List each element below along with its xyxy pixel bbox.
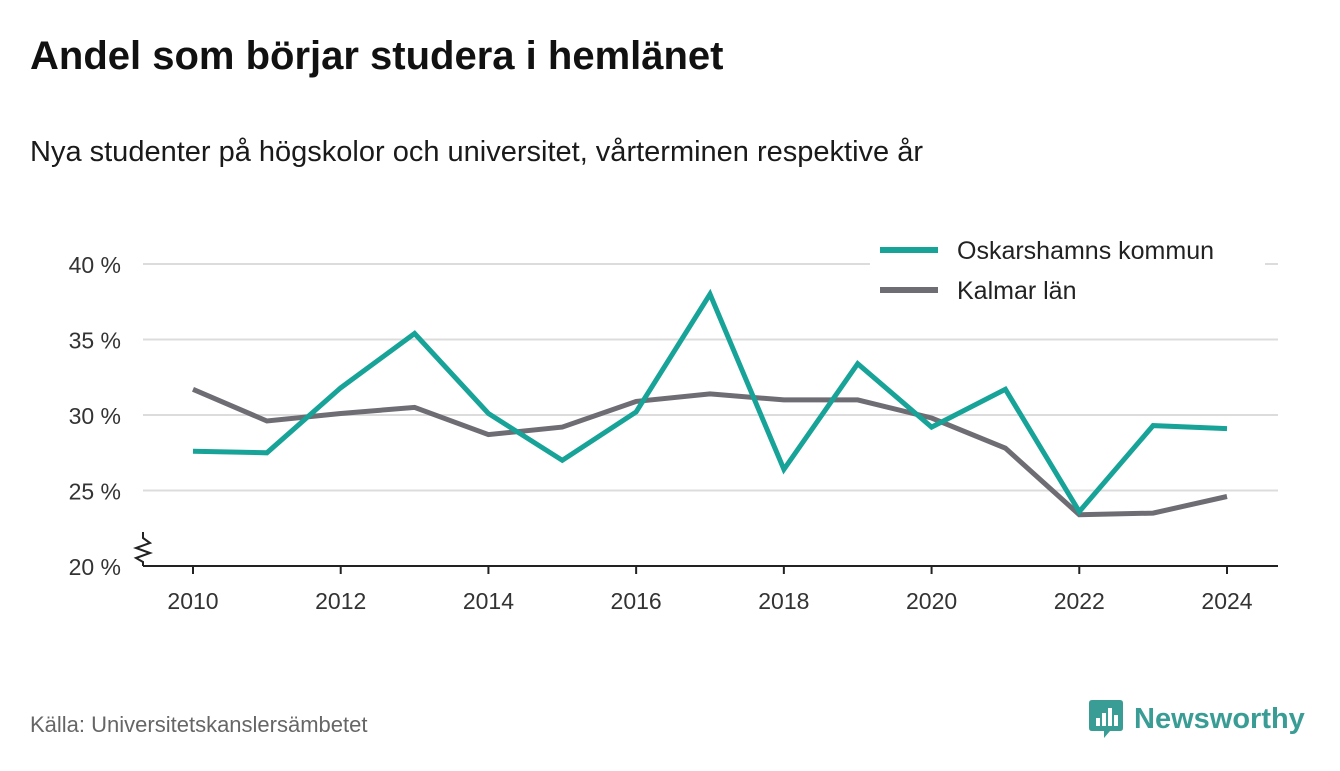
- series-line: [192, 288, 1228, 516]
- x-tick-label: 2010: [167, 588, 218, 614]
- series-line: [192, 387, 1228, 518]
- source-note: Källa: Universitetskanslersämbetet: [30, 712, 368, 737]
- y-tick-label: 40 %: [69, 252, 121, 278]
- line-chart: 20 %25 %30 %35 %40 % 2010 2012 2014 2016 201…: [68, 230, 1278, 614]
- x-tick-label: 2016: [611, 588, 662, 614]
- x-tick-label: 2022: [1054, 588, 1105, 614]
- x-tick-label: 2024: [1201, 588, 1252, 614]
- x-axis-ticks: 2010 2012 2014 2016 2018 2020 2022 2024: [167, 566, 1253, 614]
- legend-label: Oskarshamns kommun: [957, 237, 1214, 265]
- legend-background: [870, 230, 1265, 315]
- x-tick-label: 2014: [463, 588, 514, 614]
- brand-name: Newsworthy: [1134, 702, 1305, 735]
- x-tick-label: 2018: [758, 588, 809, 614]
- axis-break-icon: [133, 532, 153, 566]
- x-tick-label: 2012: [315, 588, 366, 614]
- x-axis: [133, 532, 1278, 567]
- chart-subtitle: Nya studenter på högskolor och universit…: [30, 136, 923, 168]
- y-tick-label: 30 %: [69, 403, 121, 429]
- y-tick-label: 35 %: [69, 328, 121, 354]
- brand-logo[interactable]: Newsworthy: [1088, 698, 1305, 740]
- series-lines: [192, 288, 1228, 518]
- x-tick-label: 2020: [906, 588, 957, 614]
- legend-label: Kalmar län: [957, 277, 1077, 305]
- legend: Oskarshamns kommun Kalmar län: [870, 230, 1265, 315]
- y-tick-label: 20 %: [69, 554, 121, 580]
- newsworthy-logo-icon: [1089, 700, 1123, 738]
- y-tick-label: 25 %: [69, 479, 121, 505]
- y-axis-ticks: 20 % 25 % 30 % 35 % 40 %: [69, 252, 121, 580]
- chart-title: Andel som börjar studera i hemlänet: [30, 34, 724, 78]
